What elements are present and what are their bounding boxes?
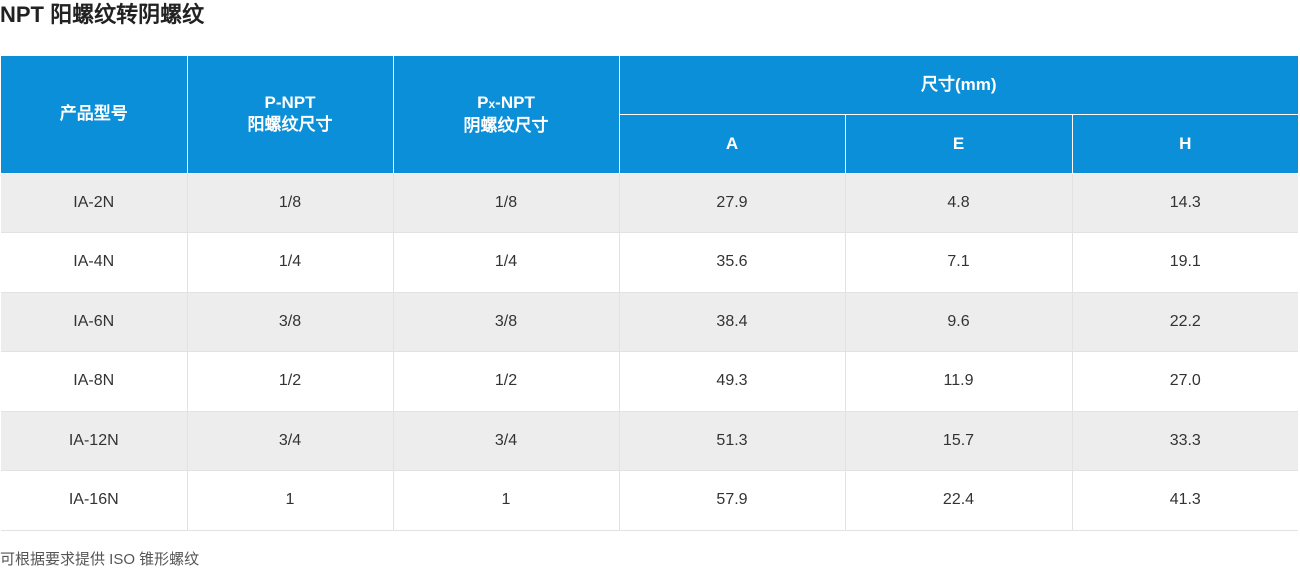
- table-row: IA-12N 3/4 3/4 51.3 15.7 33.3: [1, 411, 1299, 471]
- table-row: IA-16N 1 1 57.9 22.4 41.3: [1, 470, 1299, 531]
- cell-model: IA-8N: [1, 351, 188, 412]
- page-title: NPT 阳螺纹转阴螺纹: [0, 2, 205, 27]
- header-px-p: P: [477, 92, 489, 112]
- cell-h: 14.3: [1072, 173, 1299, 233]
- cell-h: 41.3: [1072, 470, 1299, 531]
- cell-model: IA-16N: [1, 470, 188, 531]
- cell-h: 19.1: [1072, 232, 1299, 293]
- header-model-label: 产品型号: [59, 104, 128, 124]
- footnote: 可根据要求提供 ISO 锥形螺纹: [0, 551, 200, 568]
- cell-p-npt: 1/8: [187, 173, 394, 233]
- cell-e: 11.9: [845, 351, 1073, 412]
- cell-e: 4.8: [845, 173, 1073, 233]
- header-dimensions-label: 尺寸(mm): [920, 74, 997, 94]
- cell-h: 33.3: [1072, 411, 1299, 471]
- cell-model: IA-4N: [1, 232, 188, 293]
- cell-a: 35.6: [619, 232, 846, 293]
- header-px-npt-line1: Px-NPT: [394, 92, 619, 115]
- table-row: IA-4N 1/4 1/4 35.6 7.1 19.1: [1, 232, 1299, 293]
- header-px-npt-line2: 阴螺纹尺寸: [463, 115, 549, 135]
- cell-a: 49.3: [619, 351, 846, 412]
- cell-px-npt: 1/8: [393, 173, 620, 233]
- header-h-label: H: [1179, 133, 1192, 153]
- header-a-label: A: [725, 133, 739, 153]
- cell-a: 57.9: [619, 470, 846, 531]
- table-row: IA-8N 1/2 1/2 49.3 11.9 27.0: [1, 351, 1299, 412]
- cell-p-npt: 1/4: [187, 232, 394, 293]
- cell-model: IA-6N: [1, 292, 188, 352]
- header-e-label: E: [952, 133, 965, 153]
- header-p-npt-line1: P-NPT: [264, 93, 316, 113]
- cell-e: 9.6: [845, 292, 1073, 352]
- cell-px-npt: 3/8: [393, 292, 620, 352]
- header-px-subscript: x: [488, 96, 496, 111]
- header-model: 产品型号: [1, 56, 188, 174]
- table-row: IA-2N 1/8 1/8 27.9 4.8 14.3: [1, 173, 1299, 233]
- header-a: A: [619, 114, 846, 174]
- cell-p-npt: 1: [187, 470, 394, 531]
- header-px-npt: Px-NPT 阴螺纹尺寸: [393, 56, 620, 174]
- cell-h: 22.2: [1072, 292, 1299, 352]
- cell-e: 15.7: [845, 411, 1073, 471]
- cell-model: IA-12N: [1, 411, 188, 471]
- cell-p-npt: 3/4: [187, 411, 394, 471]
- cell-p-npt: 3/8: [187, 292, 394, 352]
- cell-model: IA-2N: [1, 173, 188, 233]
- cell-px-npt: 1: [393, 470, 620, 531]
- cell-p-npt: 1/2: [187, 351, 394, 412]
- header-px-rest: -NPT: [495, 92, 535, 112]
- header-dimensions: 尺寸(mm): [619, 56, 1299, 115]
- cell-a: 38.4: [619, 292, 846, 352]
- cell-a: 27.9: [619, 173, 846, 233]
- header-p-npt: P-NPT 阳螺纹尺寸: [187, 56, 394, 174]
- cell-a: 51.3: [619, 411, 846, 471]
- cell-e: 22.4: [845, 470, 1073, 531]
- spec-table: 产品型号 P-NPT 阳螺纹尺寸 Px-NPT 阴螺纹尺寸 尺寸(mm) A E…: [1, 56, 1299, 531]
- cell-h: 27.0: [1072, 351, 1299, 412]
- cell-e: 7.1: [845, 232, 1073, 293]
- table-row: IA-6N 3/8 3/8 38.4 9.6 22.2: [1, 292, 1299, 352]
- cell-px-npt: 1/4: [393, 232, 620, 293]
- cell-px-npt: 1/2: [393, 351, 620, 412]
- header-e: E: [845, 114, 1073, 174]
- header-p-npt-line2: 阳螺纹尺寸: [247, 115, 333, 135]
- cell-px-npt: 3/4: [393, 411, 620, 471]
- header-h: H: [1072, 114, 1299, 174]
